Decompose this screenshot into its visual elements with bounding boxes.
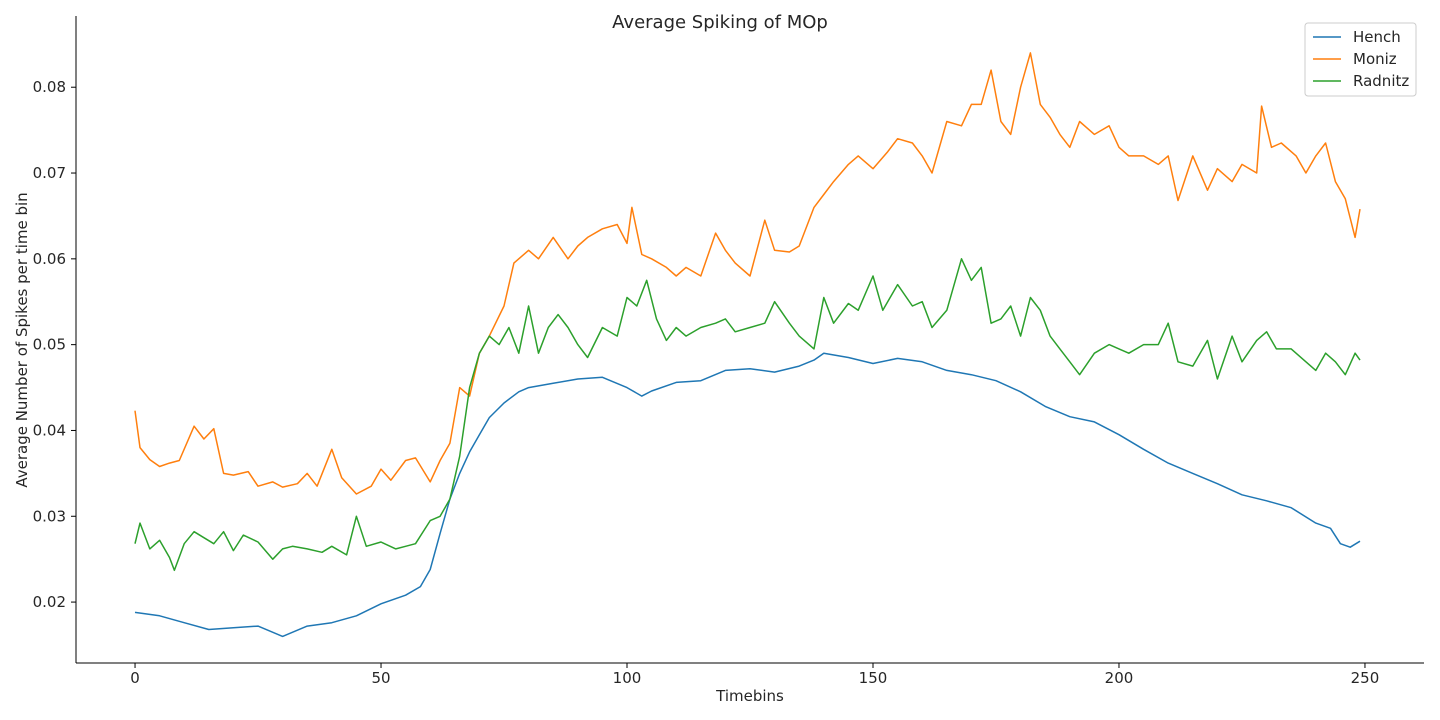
y-tick-label: 0.08 — [33, 78, 66, 96]
y-tick-label: 0.07 — [33, 164, 66, 182]
x-tick-label: 150 — [859, 669, 888, 687]
x-tick-label: 200 — [1105, 669, 1134, 687]
x-axis-ticks: 0 50 100 150 200 250 — [130, 663, 1379, 687]
legend: Hench Moniz Radnitz — [1304, 22, 1417, 97]
series-line-radnitz — [134, 258, 1361, 572]
legend-box — [1304, 22, 1417, 97]
legend-label-moniz: Moniz — [1353, 50, 1397, 68]
chart-title: Average Spiking of MOp — [612, 12, 828, 33]
y-axis-label: Average Number of Spikes per time bin — [13, 192, 31, 487]
legend-label-hench: Hench — [1353, 28, 1401, 46]
x-axis-label: Timebins — [715, 687, 784, 705]
y-tick-label: 0.03 — [33, 507, 66, 525]
y-axis-ticks: 0.02 0.03 0.04 0.05 0.06 0.07 0.08 — [33, 78, 76, 611]
y-tick-label: 0.06 — [33, 250, 66, 268]
x-tick-label: 250 — [1351, 669, 1380, 687]
y-tick-label: 0.04 — [33, 421, 66, 439]
series-line-hench — [134, 352, 1361, 638]
x-tick-label: 100 — [613, 669, 642, 687]
y-tick-label: 0.05 — [33, 336, 66, 354]
series-line-moniz — [134, 52, 1361, 495]
series-layer — [134, 52, 1361, 638]
legend-label-radnitz: Radnitz — [1353, 72, 1409, 90]
y-tick-label: 0.02 — [33, 593, 66, 611]
x-tick-label: 50 — [371, 669, 390, 687]
x-tick-label: 0 — [130, 669, 140, 687]
